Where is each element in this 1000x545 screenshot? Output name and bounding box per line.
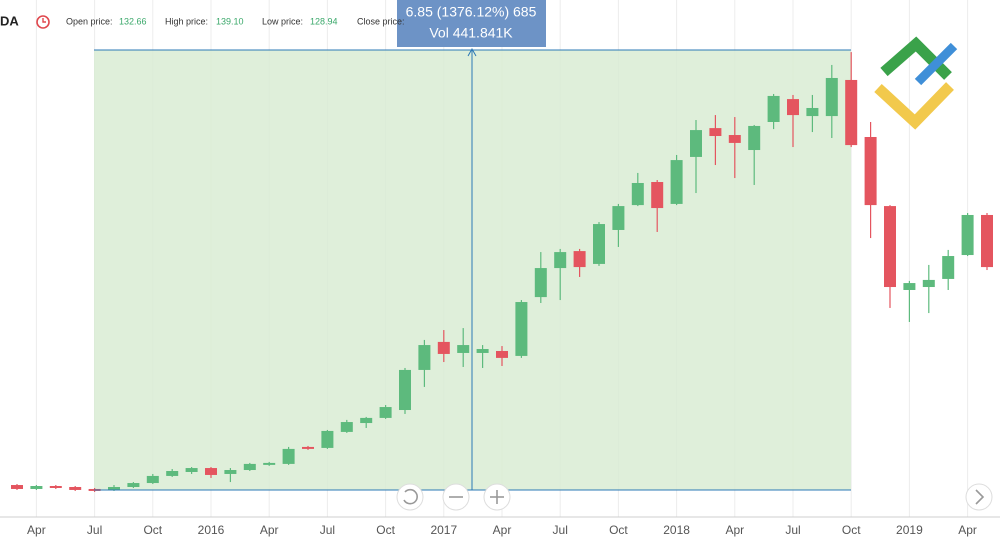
candle-body (825, 77, 838, 117)
candle-body (49, 486, 62, 488)
candle-body (922, 279, 935, 288)
x-tick-label: Apr (958, 523, 977, 537)
candle-body (631, 182, 644, 206)
candle-body (554, 252, 567, 269)
measure-tooltip (397, 0, 546, 47)
candle-body (709, 128, 722, 137)
x-tick-label: Jul (553, 523, 568, 537)
candle-body (399, 369, 411, 411)
x-tick-label: Jul (320, 523, 335, 537)
candle-body (748, 125, 761, 151)
open-value: 132.66 (119, 16, 147, 26)
candle-body (942, 256, 955, 279)
candle-body (845, 79, 858, 146)
candle-body (166, 471, 179, 476)
logo (874, 36, 958, 130)
ticker: DA (0, 13, 19, 28)
measure-volume: Vol 441.841K (429, 25, 513, 41)
x-tick-label: Oct (609, 523, 628, 537)
x-tick-label: 2017 (430, 523, 457, 537)
zoom-out-button[interactable] (442, 483, 470, 511)
candle-body (437, 341, 450, 354)
low-label: Low price: (262, 16, 303, 26)
candle-body (651, 182, 664, 209)
candle-body (806, 107, 819, 117)
reset-button[interactable] (396, 483, 424, 511)
x-tick-label: Apr (260, 523, 279, 537)
close-label: Close price: (357, 16, 405, 26)
x-tick-label: 2019 (896, 523, 923, 537)
open-label: Open price: (66, 16, 113, 26)
high-value: 139.10 (216, 16, 244, 26)
high-label: High price: (165, 16, 208, 26)
x-tick-label: Jul (87, 523, 102, 537)
candle-body (767, 95, 780, 122)
x-tick-label: 2018 (663, 523, 690, 537)
scroll-right-button[interactable] (965, 483, 993, 511)
measure-arrow-head (467, 47, 477, 57)
candle-body (418, 345, 431, 370)
candle-body (981, 214, 993, 268)
candle-body (961, 214, 974, 256)
candles (11, 52, 993, 492)
candle-body (263, 462, 276, 465)
candle-body (205, 468, 217, 475)
candle-body (690, 130, 702, 157)
x-tick-label: Oct (376, 523, 395, 537)
candle-body (243, 463, 256, 471)
candle-body (787, 99, 799, 116)
x-tick-label: Apr (27, 523, 46, 537)
candle-body (457, 345, 470, 353)
candle-body (379, 407, 392, 418)
x-tick-label: 2016 (198, 523, 225, 537)
clock-icon (36, 15, 50, 29)
x-tick-label: Jul (785, 523, 800, 537)
candle-body (146, 475, 159, 484)
x-tick-label: Oct (842, 523, 861, 537)
candle-body (593, 224, 605, 264)
candle-body (224, 470, 237, 474)
candle-body (108, 486, 120, 490)
x-tick-label: Oct (143, 523, 162, 537)
candle-body (496, 350, 508, 358)
candle-body (534, 268, 547, 298)
candle-body (360, 417, 373, 424)
candle-body (728, 135, 741, 143)
candle-body (321, 430, 334, 448)
candle-body (670, 160, 683, 204)
candle-body (884, 206, 896, 288)
x-axis-labels: Apr Jul Oct 2016 Apr Jul Oct 2017 Apr Jul Oct 2018 A… (27, 523, 977, 537)
candle-body (612, 206, 625, 230)
measure-change: 6.85 (1376.12%) 685 (406, 4, 537, 20)
x-tick-label: Apr (725, 523, 744, 537)
x-tick-label: Apr (493, 523, 512, 537)
candle-body (476, 349, 489, 353)
zoom-in-button[interactable] (483, 483, 511, 511)
candle-body (30, 486, 43, 489)
candle-body (302, 446, 314, 449)
candle-body (515, 302, 528, 356)
candle-body (127, 483, 140, 487)
candle-body (11, 485, 23, 489)
candle-body (864, 136, 877, 206)
candle-body (69, 486, 82, 490)
candle-body (340, 422, 353, 432)
low-value: 128.94 (310, 16, 338, 26)
candle-body (185, 468, 198, 472)
candle-body (573, 251, 586, 268)
candle-body (282, 448, 295, 464)
candle-body (903, 283, 916, 290)
